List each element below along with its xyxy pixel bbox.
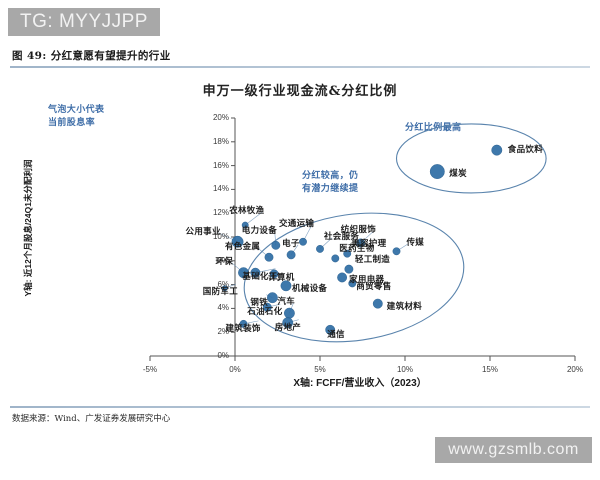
data-point-bubble [269, 269, 279, 279]
bubble-size-line-2: 当前股息率 [48, 118, 96, 128]
data-point-label: 公用事业 [185, 226, 221, 237]
data-point-bubble [283, 307, 295, 319]
y-tick-label: 0% [217, 351, 229, 360]
data-point-label: 交通运输 [279, 218, 315, 229]
data-point-label: 国防军工 [202, 287, 238, 298]
data-point-label: 商贸零售 [356, 282, 392, 293]
bubble-size-line-1: 气泡大小代表 [48, 105, 105, 115]
x-tick-label: 15% [481, 365, 498, 374]
data-point-label: 电力设备 [241, 226, 277, 237]
data-point-bubble [344, 264, 354, 274]
y-tick-label: 8% [217, 255, 229, 265]
data-point-label: 传媒 [406, 238, 425, 249]
header-divider [10, 66, 590, 68]
x-tick-label: 20% [566, 365, 583, 374]
data-point-label: 纺织服饰 [340, 224, 376, 235]
data-point-label: 电子 [282, 238, 300, 249]
data-point-label: 机械设备 [292, 283, 328, 294]
chart-title: 申万一级行业现金流&分红比例 [202, 84, 398, 99]
data-point-label: 通信 [327, 329, 345, 340]
data-point-label: 煤炭 [449, 168, 467, 179]
data-point-label: 计算机 [268, 272, 295, 283]
data-point-bubble [392, 247, 401, 256]
data-point-bubble [429, 164, 445, 179]
data-point-bubble [343, 249, 352, 258]
bubble-size-annotation: 气泡大小代表 当前股息率 [48, 104, 104, 130]
data-point-bubble [231, 235, 244, 248]
axes [149, 117, 576, 361]
data-point-label: 社会服务 [324, 231, 360, 242]
data-point-label: 家用电器 [349, 275, 385, 286]
figure-caption: 图 49: 分红意愿有望提升的行业 [12, 50, 171, 62]
y-tick-label: 14% [212, 184, 229, 194]
data-point-bubble [241, 221, 249, 229]
y-tick-label: 16% [212, 160, 229, 170]
left-ellipse-line-1: 分红较高，仍 [302, 171, 359, 181]
x-tick-label: 10% [396, 365, 413, 374]
data-point-label: 钢铁 [250, 297, 268, 308]
data-point-bubble [239, 319, 248, 328]
y-tick-label: 12% [212, 208, 229, 218]
data-point-bubble [331, 254, 340, 263]
data-point-label: 医药生物 [339, 244, 375, 255]
y-tick-label: 18% [212, 136, 229, 146]
y-tick-label: 20% [212, 113, 229, 122]
data-point-label: 农林牧渔 [229, 206, 265, 217]
data-point-bubble [372, 298, 383, 309]
data-point-bubble [337, 272, 347, 283]
highlight-ellipse [395, 123, 547, 194]
highlight-ellipses [243, 123, 547, 343]
highlight-ellipse [243, 212, 465, 343]
data-point-label: 建筑装饰 [225, 323, 261, 334]
left-ellipse-line-2: 有潜力继续提 [302, 184, 359, 194]
data-point-label: 汽车 [277, 297, 295, 308]
x-axis-title: X轴: FCFF/营业收入（2023） [293, 378, 427, 389]
data-point-bubble [262, 302, 272, 312]
y-tick-label: 2% [217, 327, 229, 337]
x-tick-label: 5% [314, 365, 326, 374]
data-point-label: 房地产 [274, 322, 302, 333]
data-point-bubble [264, 252, 274, 262]
data-point-bubble [266, 292, 278, 304]
data-point-bubble [271, 240, 281, 250]
data-point-bubble [299, 237, 307, 246]
left-ellipse-annotation: 分红较高，仍 有潜力继续提 [302, 170, 358, 196]
footer-divider [10, 406, 590, 408]
x-tick-label: 0% [229, 365, 241, 374]
source-note: 数据来源：Wind、广发证券发展研究中心 [12, 414, 171, 424]
data-point-label: 有色金属 [225, 242, 261, 253]
y-tick-label: 10% [212, 232, 229, 241]
data-point-bubble [286, 250, 296, 260]
data-point-label: 基础化工 [242, 271, 278, 282]
watermark-top: TG: MYYJJPP [8, 8, 160, 36]
data-point-bubble [280, 280, 292, 292]
data-point-bubble [250, 267, 261, 278]
y-tick-label: 4% [217, 303, 229, 313]
data-point-bubble [316, 244, 324, 253]
data-point-bubble [282, 317, 294, 329]
data-point-bubble [325, 324, 336, 335]
x-tick-label: -5% [142, 365, 158, 374]
data-points [221, 144, 503, 335]
data-point-bubble [491, 144, 503, 156]
data-point-label: 轻工制造 [354, 255, 391, 266]
data-point-bubble [356, 238, 366, 248]
data-point-bubble [238, 267, 249, 279]
data-point-label: 环保 [215, 256, 234, 267]
data-point-label: 石油石化 [247, 307, 283, 318]
right-ellipse-annotation: 分红比例最高 [405, 123, 462, 133]
data-point-bubble [348, 279, 357, 288]
data-point-bubble [221, 285, 228, 292]
watermark-bottom: www.gzsmlb.com [435, 437, 592, 463]
data-point-label: 食品饮料 [507, 145, 543, 156]
y-tick-label: 6% [217, 279, 229, 289]
data-point-label: 建筑材料 [386, 301, 422, 312]
data-point-label: 美容护理 [351, 238, 387, 249]
